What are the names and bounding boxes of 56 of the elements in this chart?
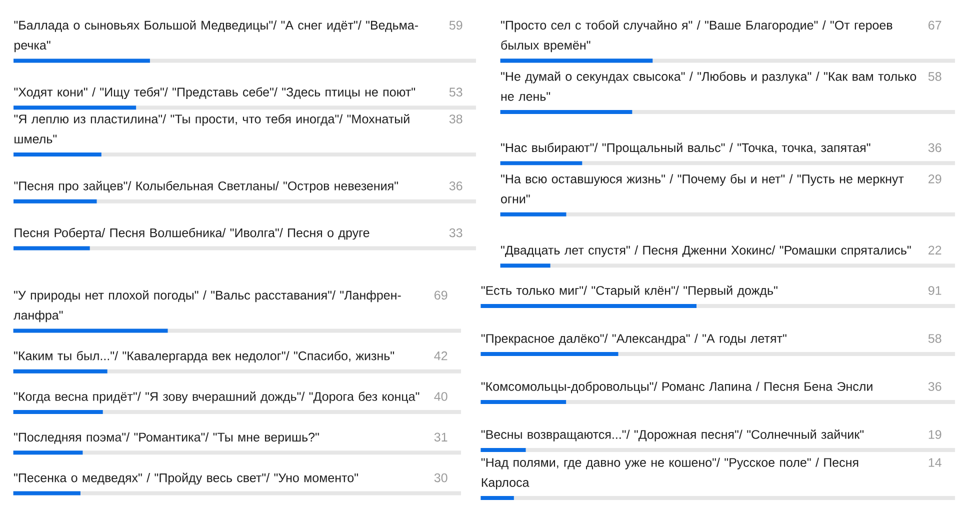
bar	[500, 212, 566, 216]
bar	[480, 352, 618, 356]
bar	[14, 58, 150, 63]
data-label: 31	[434, 432, 448, 442]
data-label: 19	[928, 430, 942, 439]
y-tick-label: "Просто сел с тобой случайно я" / "Ваше Благородие" / "От героев былых времён"	[501, 20, 892, 52]
data-label: 59	[449, 20, 462, 30]
bar	[480, 448, 526, 452]
bar	[14, 152, 102, 156]
bar	[13, 369, 108, 374]
bar	[500, 264, 550, 268]
bar	[13, 491, 80, 496]
y-tick-label: Песня Роберта/ Песня Волшебника/ "Иволга"/ Песня о друге	[14, 228, 370, 240]
y-tick-label: "Над полями, где давно уже не кошено"/ "Русское поле" / Песня Карлоса	[481, 458, 858, 490]
y-tick-label: "Двадцать лет спустя" / Песня Дженни Хокинс/ "Ромашки спрятались"	[501, 245, 911, 258]
y-tick-label: "Когда весна придёт"/ "Я зову вчерашний дождь"/ "Дорога без конца"	[14, 392, 420, 404]
y-tick-label: "Ходят кони" / "Ищу тебя"/ "Представь себе"/ "Здесь птицы не поют"	[14, 87, 416, 99]
y-tick-label: "Я леплю из пластилина"/ "Ты прости, что тебя иногда"/ "Мохнатый шмель"	[14, 114, 410, 144]
y-tick-label: "Последняя поэма"/ "Романтика"/ "Ты мне веришь?"	[14, 432, 319, 444]
bar	[14, 199, 97, 204]
data-label: 30	[434, 473, 448, 482]
bar	[500, 161, 582, 166]
data-label: 29	[928, 174, 942, 184]
bar	[14, 246, 90, 250]
data-label: 22	[928, 246, 942, 254]
bar	[500, 110, 632, 114]
y-tick-label: "Есть только миг"/ "Старый клён"/ "Первый дождь"	[481, 286, 778, 298]
data-label: 33	[449, 228, 462, 238]
bar	[480, 400, 566, 404]
y-tick-label: "Песенка о медведях" / "Пройду весь свет"/ "Уно моменто"	[14, 472, 358, 485]
bar	[13, 410, 103, 414]
y-tick-label: "Каким ты был..."/ "Кавалергарда век недолог"/ "Спасибо, жизнь"	[14, 350, 394, 363]
y-tick-label: "Комсомольцы-добровольцы"/ Романс Лапина / Песня Бена Энсли	[481, 382, 872, 394]
bar	[480, 496, 514, 500]
data-label: 38	[449, 114, 462, 124]
data-label: 36	[928, 143, 942, 152]
data-label: 69	[434, 290, 448, 300]
data-label: 67	[928, 20, 942, 30]
data-label: 58	[928, 334, 942, 343]
data-label: 91	[928, 286, 942, 295]
y-tick-label: "Нас выбирают"/ "Прощальный вальс" / "Точка, точка, запятая"	[501, 142, 870, 155]
data-label: 53	[449, 88, 462, 97]
data-label: 58	[928, 72, 942, 81]
data-label: 36	[928, 382, 942, 391]
y-tick-label: "Песня про зайцев"/ Колыбельная Светланы/ "Остров невезения"	[14, 180, 398, 193]
data-label: 36	[449, 181, 462, 190]
data-label: 40	[434, 392, 448, 401]
bar	[13, 450, 83, 455]
y-tick-label: "Баллада о сыновьях Большой Медведицы"/ "А снег идёт"/ "Ведьма-речка"	[14, 20, 418, 52]
y-tick-label: "Весны возвращаются..."/ "Дорожная песня"/ "Солнечный зайчик"	[481, 430, 864, 442]
y-tick-label: "У природы нет плохой погоды" / "Вальс расставания"/ "Ланфрен-ланфра"	[14, 290, 401, 322]
y-tick-label: "На всю оставшуюся жизнь" / "Почему бы и нет" / "Пусть не меркнут огни"	[501, 174, 904, 204]
y-tick-label: "Не думай о секундах свысока" / "Любовь и разлука" / "Как вам только не лень"	[501, 71, 916, 101]
y-tick-label: "Прекрасное далёко"/ "Александра" / "А годы летят"	[481, 334, 786, 346]
data-label: 14	[928, 458, 942, 467]
data-label: 42	[434, 351, 448, 360]
